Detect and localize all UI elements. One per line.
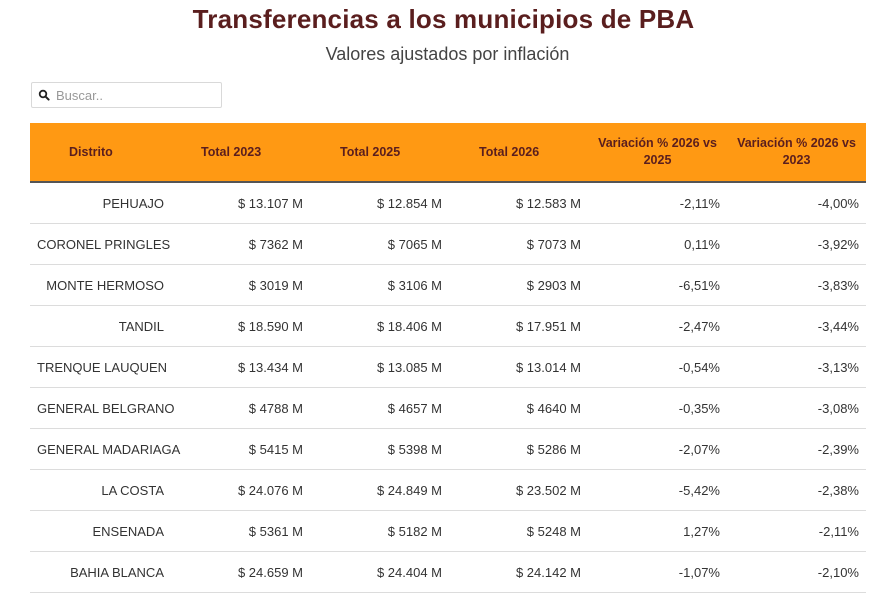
table-body: PEHUAJO $ 13.107 M $ 12.854 M $ 12.583 M -2,… xyxy=(30,182,866,593)
cell-total-2025: $ 24.849 M xyxy=(310,469,449,511)
cell-total-2025: $ 12.854 M xyxy=(310,182,449,224)
cell-total-2023: $ 3019 M xyxy=(171,264,310,306)
cell-var-2026-vs-2025: 1,27% xyxy=(588,510,727,552)
cell-distrito: BAHIA BLANCA xyxy=(30,551,171,593)
page-title: Transferencias a los municipios de PBA xyxy=(192,4,695,34)
cell-var-2026-vs-2025: -0,35% xyxy=(588,387,727,429)
cell-var-2026-vs-2025: -5,42% xyxy=(588,469,727,511)
cell-total-2026: $ 24.142 M xyxy=(449,551,588,593)
cell-var-2026-vs-2023: -3,08% xyxy=(727,387,866,429)
cell-var-2026-vs-2023: -3,83% xyxy=(727,264,866,306)
page-subtitle: Valores ajustados por inflación xyxy=(325,44,570,64)
table-row: ENSENADA $ 5361 M $ 5182 M $ 5248 M 1,27% -2,… xyxy=(30,510,866,552)
cell-total-2026: $ 23.502 M xyxy=(449,469,588,511)
table-header-row: Distrito Total 2023 Total 2025 Total 202… xyxy=(30,123,866,183)
cell-total-2023: $ 18.590 M xyxy=(171,305,310,347)
cell-var-2026-vs-2025: -2,47% xyxy=(588,305,727,347)
column-header-total-2023[interactable]: Total 2023 xyxy=(171,123,310,183)
cell-var-2026-vs-2023: -2,11% xyxy=(727,510,866,552)
cell-total-2023: $ 5361 M xyxy=(171,510,310,552)
search-input[interactable] xyxy=(56,87,216,103)
cell-var-2026-vs-2025: -2,11% xyxy=(588,182,727,224)
cell-distrito: PEHUAJO xyxy=(30,182,171,224)
table-row: GENERAL BELGRANO $ 4788 M $ 4657 M $ 4640 M… xyxy=(30,387,866,429)
cell-total-2026: $ 5248 M xyxy=(449,510,588,552)
column-header-var-2026-vs-2025[interactable]: Variación % 2026 vs 2025 xyxy=(588,123,727,183)
cell-total-2026: $ 17.951 M xyxy=(449,305,588,347)
cell-total-2023: $ 7362 M xyxy=(171,223,310,265)
cell-distrito: MONTE HERMOSO xyxy=(30,264,171,306)
cell-var-2026-vs-2023: -2,10% xyxy=(727,551,866,593)
cell-total-2025: $ 5182 M xyxy=(310,510,449,552)
table-row: TANDIL $ 18.590 M $ 18.406 M $ 17.951 M -2,4… xyxy=(30,305,866,347)
cell-var-2026-vs-2025: -0,54% xyxy=(588,346,727,388)
search-icon xyxy=(32,89,56,101)
cell-total-2023: $ 13.107 M xyxy=(171,182,310,224)
cell-total-2026: $ 13.014 M xyxy=(449,346,588,388)
cell-distrito: GENERAL BELGRANO xyxy=(30,387,175,429)
cell-distrito: CORONEL PRINGLES xyxy=(30,223,171,265)
cell-total-2023: $ 4788 M xyxy=(171,387,310,429)
table-row: BAHIA BLANCA $ 24.659 M $ 24.404 M $ 24.142… xyxy=(30,551,866,593)
cell-var-2026-vs-2023: -2,38% xyxy=(727,469,866,511)
cell-total-2025: $ 5398 M xyxy=(310,428,449,470)
column-header-var-2026-vs-2023[interactable]: Variación % 2026 vs 2023 xyxy=(727,123,866,183)
table-row: LA COSTA $ 24.076 M $ 24.849 M $ 23.502 M -5… xyxy=(30,469,866,511)
cell-total-2025: $ 18.406 M xyxy=(310,305,449,347)
column-header-total-2026[interactable]: Total 2026 xyxy=(449,123,588,183)
cell-total-2025: $ 13.085 M xyxy=(310,346,449,388)
cell-total-2026: $ 4640 M xyxy=(449,387,588,429)
cell-total-2025: $ 24.404 M xyxy=(310,551,449,593)
cell-total-2025: $ 7065 M xyxy=(310,223,449,265)
cell-total-2025: $ 3106 M xyxy=(310,264,449,306)
cell-total-2023: $ 24.659 M xyxy=(171,551,310,593)
cell-var-2026-vs-2025: -1,07% xyxy=(588,551,727,593)
cell-var-2026-vs-2025: -2,07% xyxy=(588,428,727,470)
search-box[interactable] xyxy=(31,82,222,108)
cell-total-2026: $ 5286 M xyxy=(449,428,588,470)
cell-var-2026-vs-2025: -6,51% xyxy=(588,264,727,306)
column-header-distrito[interactable]: Distrito xyxy=(30,123,171,183)
data-table: Distrito Total 2023 Total 2025 Total 202… xyxy=(30,123,866,593)
cell-total-2023: $ 5415 M xyxy=(171,428,310,470)
cell-total-2026: $ 7073 M xyxy=(449,223,588,265)
table-row: MONTE HERMOSO $ 3019 M $ 3106 M $ 2903 M -6,… xyxy=(30,264,866,306)
cell-total-2025: $ 4657 M xyxy=(310,387,449,429)
cell-distrito: ENSENADA xyxy=(30,510,171,552)
cell-total-2023: $ 13.434 M xyxy=(171,346,310,388)
cell-distrito: LA COSTA xyxy=(30,469,171,511)
cell-distrito: GENERAL MADARIAGA xyxy=(30,428,180,470)
cell-total-2026: $ 2903 M xyxy=(449,264,588,306)
table-row: PEHUAJO $ 13.107 M $ 12.854 M $ 12.583 M -2,… xyxy=(30,182,866,224)
cell-var-2026-vs-2023: -3,44% xyxy=(727,305,866,347)
table-row: TRENQUE LAUQUEN $ 13.434 M $ 13.085 M $ 13.… xyxy=(30,346,866,388)
cell-distrito: TANDIL xyxy=(30,305,171,347)
cell-total-2023: $ 24.076 M xyxy=(171,469,310,511)
column-header-total-2025[interactable]: Total 2025 xyxy=(310,123,449,183)
cell-var-2026-vs-2023: -3,13% xyxy=(727,346,866,388)
cell-distrito: TRENQUE LAUQUEN xyxy=(30,346,171,388)
cell-var-2026-vs-2025: 0,11% xyxy=(588,223,727,265)
table-row: CORONEL PRINGLES $ 7362 M $ 7065 M $ 7073 M… xyxy=(30,223,866,265)
cell-var-2026-vs-2023: -2,39% xyxy=(727,428,866,470)
cell-total-2026: $ 12.583 M xyxy=(449,182,588,224)
table-row: GENERAL MADARIAGA $ 5415 M $ 5398 M $ 5286 … xyxy=(30,428,866,470)
cell-var-2026-vs-2023: -3,92% xyxy=(727,223,866,265)
cell-var-2026-vs-2023: -4,00% xyxy=(727,182,866,224)
